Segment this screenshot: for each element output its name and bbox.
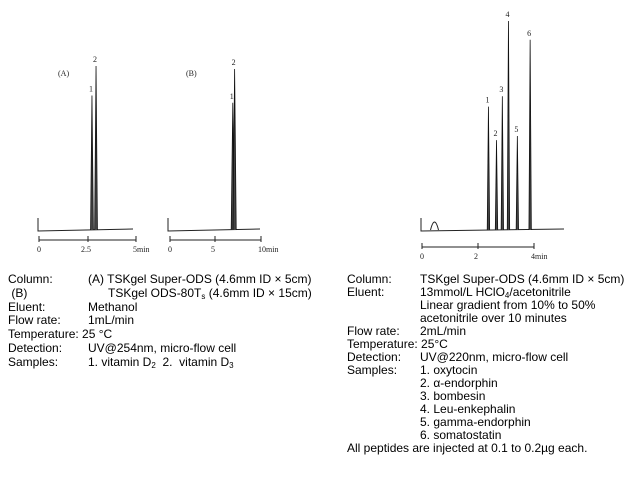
flow-label: Flow rate: bbox=[8, 313, 61, 328]
panel-label: (B) bbox=[186, 69, 197, 78]
sample-item: 2. α-endorphin bbox=[420, 376, 498, 390]
injection-note: All peptides are injected at 0.1 to 0.2µ… bbox=[347, 441, 588, 455]
peak-label: 4 bbox=[505, 10, 509, 19]
x-tick-label: 10min bbox=[258, 245, 278, 254]
peak-label: 1 bbox=[89, 85, 93, 94]
flow-label: Flow rate: bbox=[347, 324, 400, 338]
peak-3 bbox=[500, 96, 504, 231]
column-b: TSKgel ODS-80Ts (4.6mm ID × 15cm) bbox=[108, 285, 312, 301]
chromatograms: 1 2 0 2.5 5min (A) 1 2 0 5 10min (B) 1 2 3 4 5 6 0 2 4min bbox=[37, 10, 565, 261]
sample-item: 6. somatostatin bbox=[420, 428, 502, 442]
samples-label: Samples: bbox=[8, 354, 59, 369]
eluent: Methanol bbox=[88, 299, 138, 314]
column-b-label: (B) bbox=[8, 285, 28, 300]
x-tick-label: 2 bbox=[474, 252, 478, 261]
x-tick-label: 0 bbox=[420, 252, 424, 261]
eluent-label: Eluent: bbox=[8, 299, 46, 314]
peak-label: 5 bbox=[514, 125, 518, 134]
left-conditions: Column: (A) TSKgel Super-ODS (4.6mm ID × … bbox=[8, 272, 338, 370]
chromatogram-panel: 1 2 0 5 10min (B) bbox=[167, 58, 278, 254]
sample-item: 1. oxytocin bbox=[420, 363, 478, 377]
peak-label: 1 bbox=[230, 92, 234, 101]
x-tick-label: 2.5 bbox=[81, 245, 91, 254]
sample-item: 4. Leu-enkephalin bbox=[420, 402, 516, 416]
right-conditions: Column: TSKgel Super-ODS (4.6mm ID × 5cm)… bbox=[347, 273, 634, 455]
peak-label: 3 bbox=[499, 85, 503, 94]
flow: 2mL/min bbox=[420, 324, 467, 338]
temperature: Temperature: 25°C bbox=[347, 337, 448, 351]
peak-2 bbox=[232, 68, 237, 231]
column: TSKgel Super-ODS (4.6mm ID × 5cm) bbox=[420, 272, 625, 286]
peak-2 bbox=[94, 65, 98, 231]
x-tick-label: 0 bbox=[37, 245, 41, 254]
baseline bbox=[37, 218, 134, 232]
peak-label: 6 bbox=[527, 29, 531, 38]
temperature: Temperature: 25 °C bbox=[8, 327, 113, 342]
flow: 1mL/min bbox=[88, 313, 135, 328]
x-tick-label: 5 bbox=[211, 245, 215, 254]
solvent-peak bbox=[430, 221, 439, 231]
peak-6 bbox=[528, 39, 532, 231]
x-tick-label: 5min bbox=[133, 245, 149, 254]
peak-1 bbox=[486, 106, 491, 231]
peak-label: 2 bbox=[232, 58, 236, 67]
samples-label: Samples: bbox=[347, 363, 398, 377]
baseline bbox=[167, 218, 261, 232]
peak-2 bbox=[494, 140, 499, 231]
peak-label: 1 bbox=[485, 96, 489, 105]
eluent: 13mmol/L HClO4/acetonitrile bbox=[420, 285, 571, 300]
eluent-label: Eluent: bbox=[347, 285, 385, 299]
detection: UV@220nm, micro-flow cell bbox=[420, 350, 569, 364]
peak-5 bbox=[515, 135, 519, 231]
x-tick-label: 0 bbox=[168, 245, 172, 254]
peak-1 bbox=[90, 95, 94, 231]
chromatogram-panel: 1 2 0 2.5 5min (A) bbox=[37, 55, 149, 254]
gradient-line-2: acetonitrile over 10 minutes bbox=[420, 311, 567, 325]
detection-label: Detection: bbox=[8, 340, 63, 355]
column-a: (A) TSKgel Super-ODS (4.6mm ID × 5cm) bbox=[88, 272, 312, 286]
peak-4 bbox=[506, 20, 511, 231]
peak-label: 2 bbox=[494, 129, 498, 138]
detection-label: Detection: bbox=[347, 350, 402, 364]
baseline bbox=[420, 218, 565, 232]
panel-label: (A) bbox=[58, 69, 69, 78]
chromatogram-panel: 1 2 3 4 5 6 0 2 4min bbox=[420, 10, 565, 261]
sample-item: 5. gamma-endorphin bbox=[420, 415, 531, 429]
column-label: Column: bbox=[8, 272, 53, 286]
column-label: Column: bbox=[347, 272, 392, 286]
peak-label: 2 bbox=[93, 55, 97, 64]
sample-item: 3. bombesin bbox=[420, 389, 486, 403]
detection: UV@254nm, micro-flow cell bbox=[88, 340, 237, 355]
x-tick-label: 4min bbox=[531, 252, 547, 261]
gradient-line-1: Linear gradient from 10% to 50% bbox=[420, 298, 596, 312]
samples: 1. vitamin D2 2. vitamin D3 bbox=[88, 354, 234, 370]
